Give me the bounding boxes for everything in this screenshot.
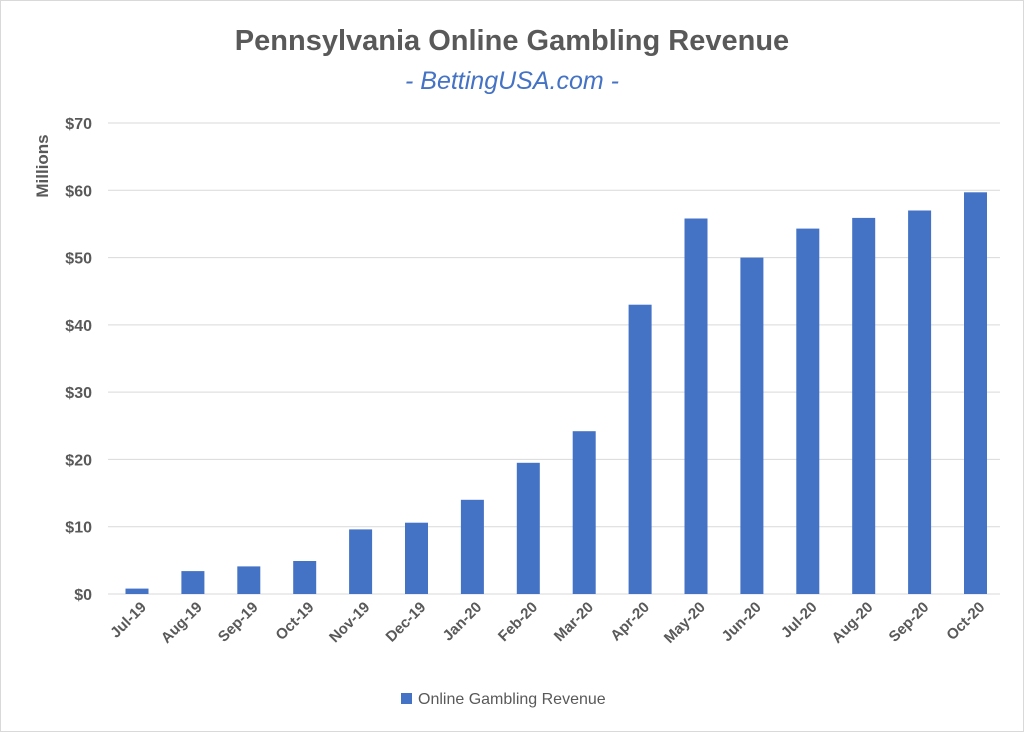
bar-jan-20 — [460, 499, 484, 594]
bar-jul-19 — [125, 588, 149, 594]
bar-apr-20 — [628, 304, 652, 594]
bar-may-20 — [684, 218, 708, 594]
x-tick-label: Mar-20 — [551, 599, 597, 645]
y-tick-label: $20 — [65, 452, 92, 469]
y-tick-label: $60 — [65, 183, 92, 200]
bar-jun-20 — [740, 257, 764, 594]
x-tick-label: Aug-20 — [829, 599, 877, 647]
x-tick-label: Jan-20 — [440, 599, 486, 645]
x-tick-label: Dec-19 — [383, 599, 430, 646]
bar-mar-20 — [572, 431, 596, 594]
bar-oct-19 — [293, 561, 317, 594]
bar-nov-19 — [349, 529, 373, 594]
x-tick-label: Jul-19 — [107, 599, 150, 642]
bar-feb-20 — [516, 462, 540, 594]
x-tick-label: Nov-19 — [326, 599, 373, 646]
y-tick-label: $30 — [65, 385, 92, 402]
y-tick-label: $50 — [65, 251, 92, 268]
legend-swatch — [401, 693, 412, 704]
y-tick-label: $0 — [74, 587, 92, 604]
x-tick-label: Oct-19 — [272, 599, 317, 644]
x-tick-label: Sep-20 — [886, 599, 933, 646]
chart-title: Pennsylvania Online Gambling Revenue — [235, 25, 789, 57]
x-axis-ticks: Jul-19 Aug-19 Sep-19 Oct-19 Nov-19 Dec-19 Jan-… — [107, 599, 988, 647]
x-tick-label: Jun-20 — [719, 599, 765, 645]
x-tick-label: Apr-20 — [607, 599, 653, 645]
bar-aug-20 — [852, 217, 876, 594]
bar-jul-20 — [796, 228, 820, 594]
x-tick-label: May-20 — [661, 599, 709, 647]
legend-label: Online Gambling Revenue — [418, 691, 606, 708]
x-tick-label: Feb-20 — [495, 599, 541, 645]
y-axis-ticks: $0 $10 $20 $30 $40 $50 $60 $70 — [65, 116, 92, 604]
bars — [125, 192, 987, 595]
y-tick-label: $40 — [65, 318, 92, 335]
bar-aug-19 — [181, 571, 205, 594]
bar-sep-20 — [908, 210, 932, 594]
x-tick-label: Oct-20 — [943, 599, 988, 644]
bar-oct-20 — [964, 192, 987, 595]
y-tick-label: $10 — [65, 520, 92, 537]
x-tick-label: Jul-20 — [778, 599, 821, 642]
x-tick-label: Aug-19 — [158, 599, 206, 647]
y-axis-label: Millions — [33, 134, 52, 197]
chart-subtitle: - BettingUSA.com - — [405, 67, 619, 95]
x-tick-label: Sep-19 — [215, 599, 262, 646]
bar-dec-19 — [405, 522, 428, 594]
y-tick-label: $70 — [65, 116, 92, 133]
legend: Online Gambling Revenue — [401, 691, 606, 708]
bar-sep-19 — [237, 566, 261, 594]
